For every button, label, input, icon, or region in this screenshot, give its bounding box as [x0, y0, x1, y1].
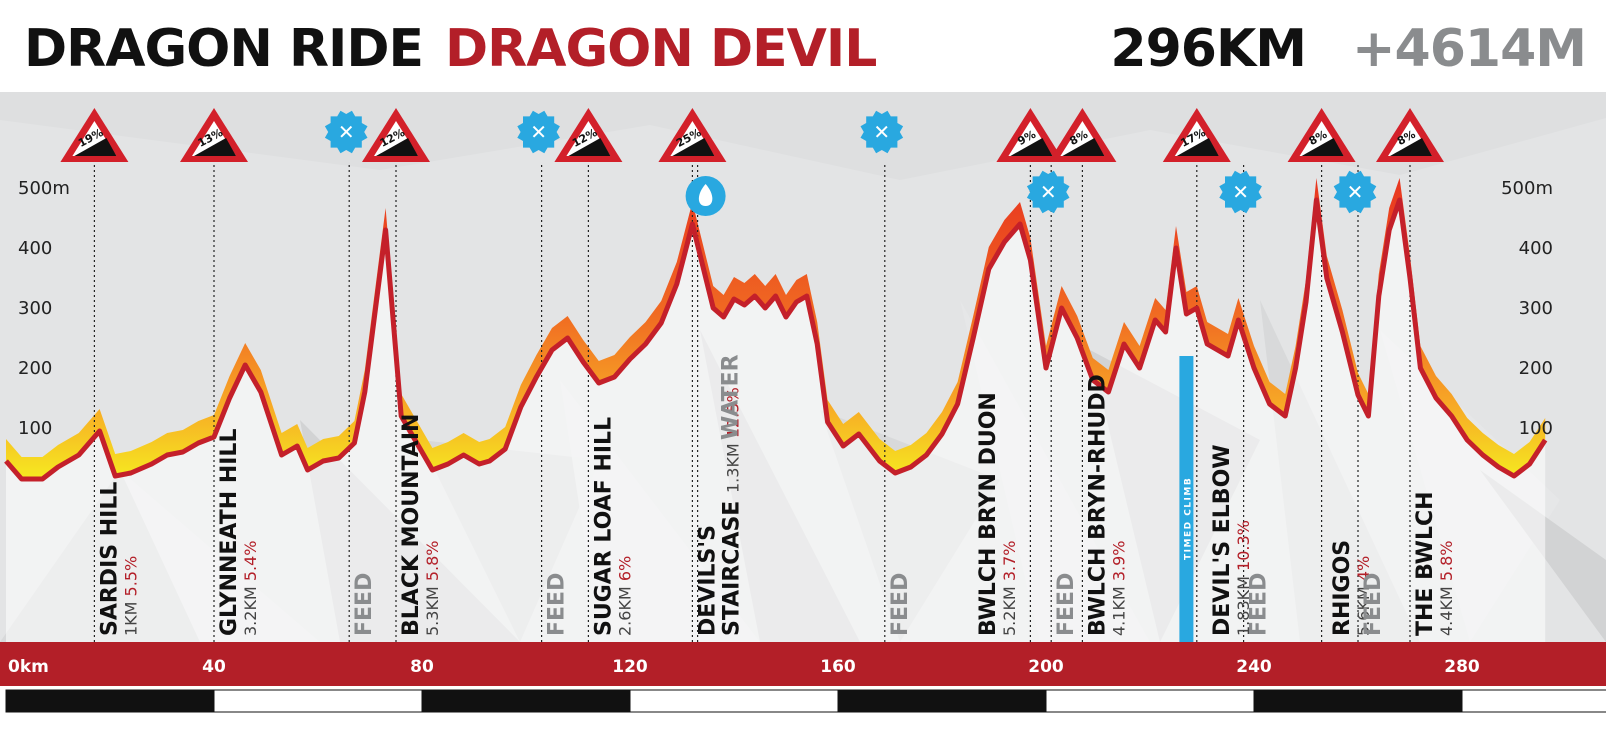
climb-label: SARDIS HILL [97, 482, 122, 636]
x-tick-label: 80 [410, 657, 434, 677]
climb-label-stats: 4.1KM 3.9% [1109, 541, 1128, 636]
feed-icon: ✕ [324, 110, 368, 154]
x-tick-label: 240 [1236, 657, 1272, 677]
scale-segment [1253, 689, 1463, 713]
climb-label: BWLCH BRYN DUON [976, 392, 1001, 636]
feed-icon: ✕ [860, 110, 904, 154]
climb-label-stats: 5.2KM 3.7% [1000, 541, 1019, 636]
x-tick-label: 0km [8, 657, 49, 677]
scale-segment [629, 689, 839, 713]
svg-text:✕: ✕ [338, 120, 355, 144]
x-tick-label: 40 [202, 657, 226, 677]
gradient-sign-icon: 19% [60, 108, 129, 162]
feed-label: FEED [545, 573, 570, 636]
x-tick-label: 200 [1028, 657, 1064, 677]
feed-icon: ✕ [1333, 170, 1377, 214]
feed-label: FEED [1361, 573, 1386, 636]
feed-icon: ✕ [517, 110, 560, 154]
climb-label-stats: 5.3KM 5.8% [423, 541, 442, 636]
gradient-sign-icon: 17% [1162, 108, 1231, 162]
scale-segment [5, 689, 215, 713]
feed-icon: ✕ [1219, 170, 1262, 214]
svg-text:✕: ✕ [1040, 180, 1057, 204]
scale-segment [837, 689, 1047, 713]
y-tick-right: 300 [1519, 298, 1553, 319]
scale-segment [213, 689, 423, 713]
svg-text:✕: ✕ [530, 120, 547, 144]
event-title: DRAGON RIDE [24, 19, 424, 79]
scale-segment [421, 689, 631, 713]
climb-label: STAIRCASE 1.3KM 12.5% [719, 387, 744, 636]
x-tick-label: 280 [1444, 657, 1480, 677]
climb-label-stats: 1KM 5.5% [121, 556, 140, 636]
profile-line [4, 197, 1548, 482]
svg-text:✕: ✕ [1347, 180, 1364, 204]
y-tick-right: 200 [1519, 358, 1553, 379]
y-tick-right: 500m [1501, 178, 1553, 199]
gradient-sign-icon: 12% [554, 108, 623, 162]
gradient-sign-icon: 25% [658, 108, 727, 162]
gradient-sign-icon: 12% [362, 108, 430, 162]
climb-label: DEVILS'S [695, 525, 720, 636]
svg-text:✕: ✕ [1232, 180, 1249, 204]
gradient-sign-icon: 13% [180, 108, 248, 162]
gradient-sign-icon: 8% [1376, 108, 1444, 162]
y-tick-left: 300 [18, 298, 52, 319]
feed-label: FEED [888, 573, 913, 636]
climb-label-stats: 1.83KM 10.3% [1234, 520, 1253, 636]
route-title: DRAGON DEVIL [445, 19, 877, 79]
climb-label: THE BWLCH [1413, 491, 1438, 636]
timed-climb-label: TIMED CLIMB [1183, 477, 1193, 560]
climb-label: BLACK MOUNTAIN [399, 414, 424, 636]
y-tick-right: 400 [1519, 238, 1553, 259]
y-tick-left: 100 [18, 418, 52, 439]
climb-label: BWLCH BRYN-RHUDD [1085, 374, 1110, 636]
y-tick-left: 400 [18, 238, 52, 259]
climb-label: SUGAR LOAF HILL [591, 417, 616, 636]
x-axis-bar [0, 642, 1606, 686]
feed-label: FEED [352, 573, 377, 636]
y-tick-left: 500m [18, 178, 70, 199]
climb-label-stats: 2.6KM 6% [615, 556, 634, 636]
x-tick-label: 160 [820, 657, 856, 677]
water-icon [685, 176, 726, 216]
x-tick-label: 120 [612, 657, 648, 677]
gradient-sign-icon: 8% [1048, 108, 1117, 162]
climb-label-stats: 5.6KM 4% [1354, 556, 1373, 636]
y-tick-right: 100 [1519, 418, 1553, 439]
gradient-sign-icon: 9% [996, 108, 1065, 162]
gradient-sign-icon: 8% [1287, 108, 1356, 162]
svg-text:✕: ✕ [873, 120, 890, 144]
climb-label: RHIGOS [1330, 540, 1355, 636]
route-elevation-gain: +4614M [1351, 19, 1587, 79]
climb-label-stats: 3.2KM 5.4% [241, 541, 260, 636]
y-tick-left: 200 [18, 358, 52, 379]
feed-label: FEED [1247, 573, 1272, 636]
climb-label: GLYNNEATH HILL [217, 429, 242, 636]
feed-icon: ✕ [1026, 170, 1070, 214]
water-label: WATER [719, 354, 744, 440]
profile-ribbon [6, 178, 1546, 479]
climb-label-stats: 4.4KM 5.8% [1437, 541, 1456, 636]
route-distance: 296KM [1110, 19, 1307, 79]
timed-climb-bar [1179, 356, 1194, 642]
scale-segment [1045, 689, 1255, 713]
feed-label: FEED [1054, 573, 1079, 636]
climb-label: DEVIL'S ELBOW [1210, 444, 1235, 636]
scale-segment [1461, 689, 1606, 713]
